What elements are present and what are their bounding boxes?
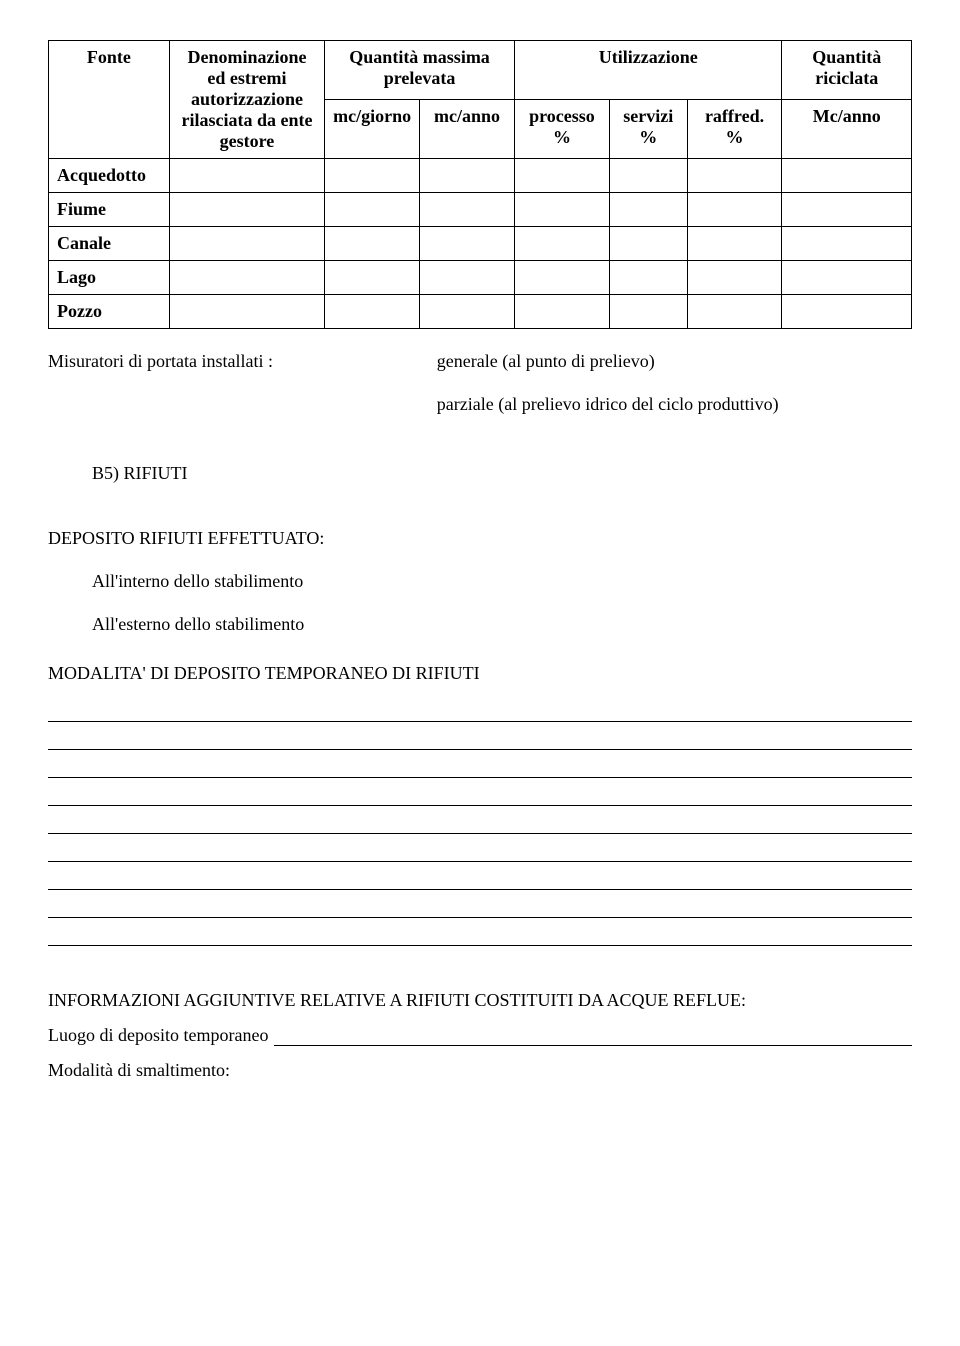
cell	[169, 227, 324, 261]
table-row: Acquedotto	[49, 159, 912, 193]
fill-line	[48, 890, 912, 918]
fill-line	[48, 918, 912, 946]
fill-line	[48, 806, 912, 834]
subcol-servizi: servizi %	[609, 100, 687, 159]
luogo-row: Luogo di deposito temporaneo	[48, 1025, 912, 1046]
cell	[782, 295, 912, 329]
cell	[687, 295, 782, 329]
underline-block	[48, 694, 912, 946]
cell	[420, 227, 515, 261]
cell	[325, 159, 420, 193]
table-row: Lago	[49, 261, 912, 295]
cell	[514, 193, 609, 227]
fill-line	[48, 722, 912, 750]
cell	[325, 227, 420, 261]
info-heading: INFORMAZIONI AGGIUNTIVE RELATIVE A RIFIU…	[48, 990, 912, 1011]
cell	[169, 295, 324, 329]
modalita-row: Modalità di smaltimento:	[48, 1060, 912, 1081]
cell	[609, 261, 687, 295]
cell	[782, 159, 912, 193]
luogo-label: Luogo di deposito temporaneo	[48, 1025, 274, 1046]
table-row: Canale	[49, 227, 912, 261]
cell	[609, 159, 687, 193]
row-label-lago: Lago	[49, 261, 170, 295]
fill-line	[48, 750, 912, 778]
cell	[325, 261, 420, 295]
cell	[420, 193, 515, 227]
fill-line	[48, 862, 912, 890]
cell	[169, 193, 324, 227]
fill-line	[48, 778, 912, 806]
section-b5-rifiuti: B5) RIFIUTI	[48, 463, 912, 484]
subcol-mc-anno: mc/anno	[420, 100, 515, 159]
cell	[514, 295, 609, 329]
table-row: Fiume	[49, 193, 912, 227]
cell	[514, 227, 609, 261]
approvals-table: Fonte Denominazione ed estremi autorizza…	[48, 40, 912, 329]
cell	[420, 295, 515, 329]
subcol-processo: processo %	[514, 100, 609, 159]
cell	[514, 261, 609, 295]
cell	[609, 227, 687, 261]
row-label-canale: Canale	[49, 227, 170, 261]
table-row: Pozzo	[49, 295, 912, 329]
col-denominazione: Denominazione ed estremi autorizzazione …	[169, 41, 324, 159]
option-interno: All'interno dello stabilimento	[48, 571, 912, 592]
cell	[169, 159, 324, 193]
cell	[687, 193, 782, 227]
cell	[687, 159, 782, 193]
fill-line	[48, 694, 912, 722]
measure-label: Misuratori di portata installati :	[48, 351, 437, 372]
measure-value-partial: parziale (al prelievo idrico del ciclo p…	[48, 394, 912, 415]
deposit-heading: DEPOSITO RIFIUTI EFFETTUATO:	[48, 528, 912, 549]
cell	[514, 159, 609, 193]
cell	[420, 261, 515, 295]
row-label-pozzo: Pozzo	[49, 295, 170, 329]
cell	[782, 227, 912, 261]
measure-value-general: generale (al punto di prelievo)	[437, 351, 912, 372]
subcol-raffred: raffred. %	[687, 100, 782, 159]
cell	[687, 261, 782, 295]
subcol-mc-anno-2: Mc/anno	[782, 100, 912, 159]
row-label-fiume: Fiume	[49, 193, 170, 227]
col-fonte: Fonte	[49, 41, 170, 159]
luogo-line	[274, 1028, 912, 1046]
cell	[782, 193, 912, 227]
cell	[782, 261, 912, 295]
cell	[325, 193, 420, 227]
cell	[420, 159, 515, 193]
cell	[169, 261, 324, 295]
col-utilizzazione: Utilizzazione	[514, 41, 782, 100]
col-quantita-massima: Quantità massima prelevata	[325, 41, 515, 100]
option-esterno: All'esterno dello stabilimento	[48, 614, 912, 635]
cell	[325, 295, 420, 329]
subcol-mc-giorno: mc/giorno	[325, 100, 420, 159]
cell	[687, 227, 782, 261]
row-label-acquedotto: Acquedotto	[49, 159, 170, 193]
fill-line	[48, 834, 912, 862]
cell	[609, 295, 687, 329]
col-quantita-riciclata: Quantità riciclata	[782, 41, 912, 100]
cell	[609, 193, 687, 227]
measure-row: Misuratori di portata installati : gener…	[48, 351, 912, 372]
modality-heading: MODALITA' DI DEPOSITO TEMPORANEO DI RIFI…	[48, 663, 912, 684]
